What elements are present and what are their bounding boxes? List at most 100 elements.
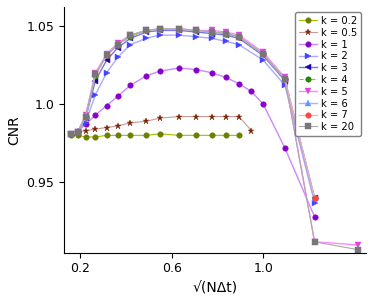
- k = 3: [83, 116, 88, 120]
- k = 0.2: [93, 135, 98, 139]
- k = 2: [83, 121, 88, 125]
- k = 2: [68, 132, 73, 136]
- k = 2: [177, 33, 181, 37]
- k = 7: [128, 33, 133, 37]
- k = 6: [128, 33, 133, 37]
- k = 7: [283, 77, 287, 81]
- k = 5: [104, 52, 109, 56]
- k = 2: [283, 83, 287, 87]
- k = 0.5: [144, 119, 149, 123]
- k = 0.2: [116, 133, 120, 137]
- k = 5: [75, 130, 80, 134]
- k = 20: [128, 33, 133, 37]
- k = 3: [157, 29, 162, 32]
- k = 4: [128, 35, 133, 39]
- k = 1: [157, 69, 162, 73]
- k = 7: [261, 52, 265, 56]
- k = 5: [144, 29, 149, 32]
- k = 4: [194, 29, 198, 32]
- k = 0.5: [209, 115, 214, 118]
- k = 6: [75, 130, 80, 134]
- X-axis label: √(NΔt): √(NΔt): [192, 281, 238, 295]
- k = 0.2: [104, 133, 109, 137]
- k = 7: [157, 27, 162, 31]
- k = 0.2: [144, 133, 149, 137]
- k = 3: [261, 54, 265, 57]
- k = 6: [283, 77, 287, 81]
- k = 5: [223, 30, 228, 34]
- k = 20: [83, 115, 88, 118]
- k = 2: [223, 40, 228, 43]
- k = 0.2: [194, 133, 198, 137]
- k = 4: [144, 29, 149, 32]
- k = 0.2: [75, 133, 80, 137]
- k = 5: [283, 76, 287, 79]
- k = 0.5: [157, 116, 162, 120]
- k = 0.5: [104, 126, 109, 129]
- k = 1: [283, 146, 287, 150]
- k = 4: [157, 27, 162, 31]
- k = 1: [312, 215, 317, 219]
- k = 5: [261, 50, 265, 54]
- k = 3: [223, 33, 228, 37]
- k = 5: [128, 33, 133, 37]
- k = 3: [128, 37, 133, 40]
- k = 20: [236, 35, 241, 39]
- Legend: k = 0.2, k = 0.5, k = 1, k = 2, k = 3, k = 4, k = 5, k = 6, k = 7, k = 20: k = 0.2, k = 0.5, k = 1, k = 2, k = 3, k…: [295, 12, 361, 136]
- k = 6: [194, 29, 198, 32]
- k = 2: [75, 130, 80, 134]
- k = 4: [83, 115, 88, 118]
- k = 2: [128, 43, 133, 46]
- k = 3: [177, 29, 181, 32]
- k = 0.5: [116, 124, 120, 128]
- k = 20: [312, 240, 317, 244]
- k = 7: [236, 35, 241, 39]
- Line: k = 4: k = 4: [68, 26, 317, 201]
- Line: k = 3: k = 3: [68, 28, 317, 201]
- k = 4: [177, 27, 181, 31]
- k = 5: [209, 29, 214, 32]
- k = 1: [223, 76, 228, 79]
- k = 3: [116, 46, 120, 50]
- k = 5: [236, 33, 241, 37]
- k = 20: [223, 32, 228, 35]
- k = 2: [116, 55, 120, 59]
- Line: k = 0.5: k = 0.5: [67, 113, 255, 137]
- k = 4: [312, 196, 317, 200]
- k = 5: [116, 41, 120, 45]
- k = 20: [261, 52, 265, 56]
- k = 1: [249, 90, 254, 93]
- k = 4: [75, 130, 80, 134]
- k = 20: [157, 27, 162, 31]
- k = 0.5: [236, 115, 241, 118]
- k = 0.5: [177, 115, 181, 118]
- k = 0.5: [93, 127, 98, 131]
- k = 5: [93, 71, 98, 75]
- Line: k = 5: k = 5: [67, 25, 361, 249]
- k = 5: [194, 29, 198, 32]
- k = 20: [93, 72, 98, 76]
- k = 2: [157, 33, 162, 37]
- k = 3: [194, 30, 198, 34]
- k = 6: [104, 54, 109, 57]
- k = 1: [75, 129, 80, 133]
- k = 5: [83, 113, 88, 117]
- k = 1: [144, 74, 149, 78]
- k = 0.5: [68, 132, 73, 136]
- k = 4: [116, 43, 120, 46]
- Y-axis label: CNR: CNR: [7, 115, 21, 145]
- k = 20: [116, 43, 120, 46]
- k = 6: [312, 196, 317, 200]
- k = 1: [177, 66, 181, 70]
- k = 5: [312, 240, 317, 244]
- Line: k = 6: k = 6: [68, 26, 317, 201]
- k = 3: [283, 79, 287, 82]
- k = 4: [93, 74, 98, 78]
- k = 2: [144, 37, 149, 40]
- k = 3: [104, 58, 109, 62]
- k = 3: [312, 196, 317, 200]
- k = 20: [75, 130, 80, 134]
- k = 5: [355, 243, 360, 247]
- k = 20: [68, 132, 73, 136]
- k = 1: [93, 113, 98, 117]
